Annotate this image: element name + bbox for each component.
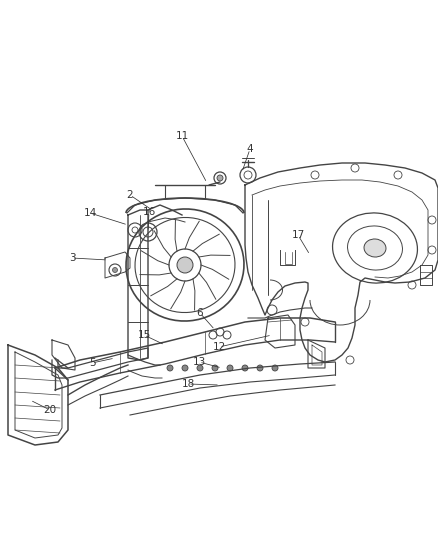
Circle shape [197,365,203,371]
Text: 14: 14 [83,208,97,218]
Text: 17: 17 [291,230,304,240]
Text: 18: 18 [181,379,194,389]
Ellipse shape [364,239,386,257]
Text: 13: 13 [192,357,205,367]
Circle shape [272,365,278,371]
Circle shape [217,175,223,181]
Text: 16: 16 [142,207,155,217]
Circle shape [182,365,188,371]
Text: 15: 15 [138,330,151,340]
Circle shape [167,365,173,371]
Text: 20: 20 [43,405,57,415]
Text: 5: 5 [88,358,95,368]
Circle shape [113,268,117,272]
Text: 2: 2 [127,190,133,200]
Circle shape [242,365,248,371]
Circle shape [227,365,233,371]
Text: 3: 3 [69,253,75,263]
Text: 6: 6 [197,308,203,318]
Circle shape [212,365,218,371]
Text: 11: 11 [175,131,189,141]
Text: 4: 4 [247,144,253,154]
Circle shape [257,365,263,371]
Circle shape [177,257,193,273]
Text: 12: 12 [212,342,226,352]
